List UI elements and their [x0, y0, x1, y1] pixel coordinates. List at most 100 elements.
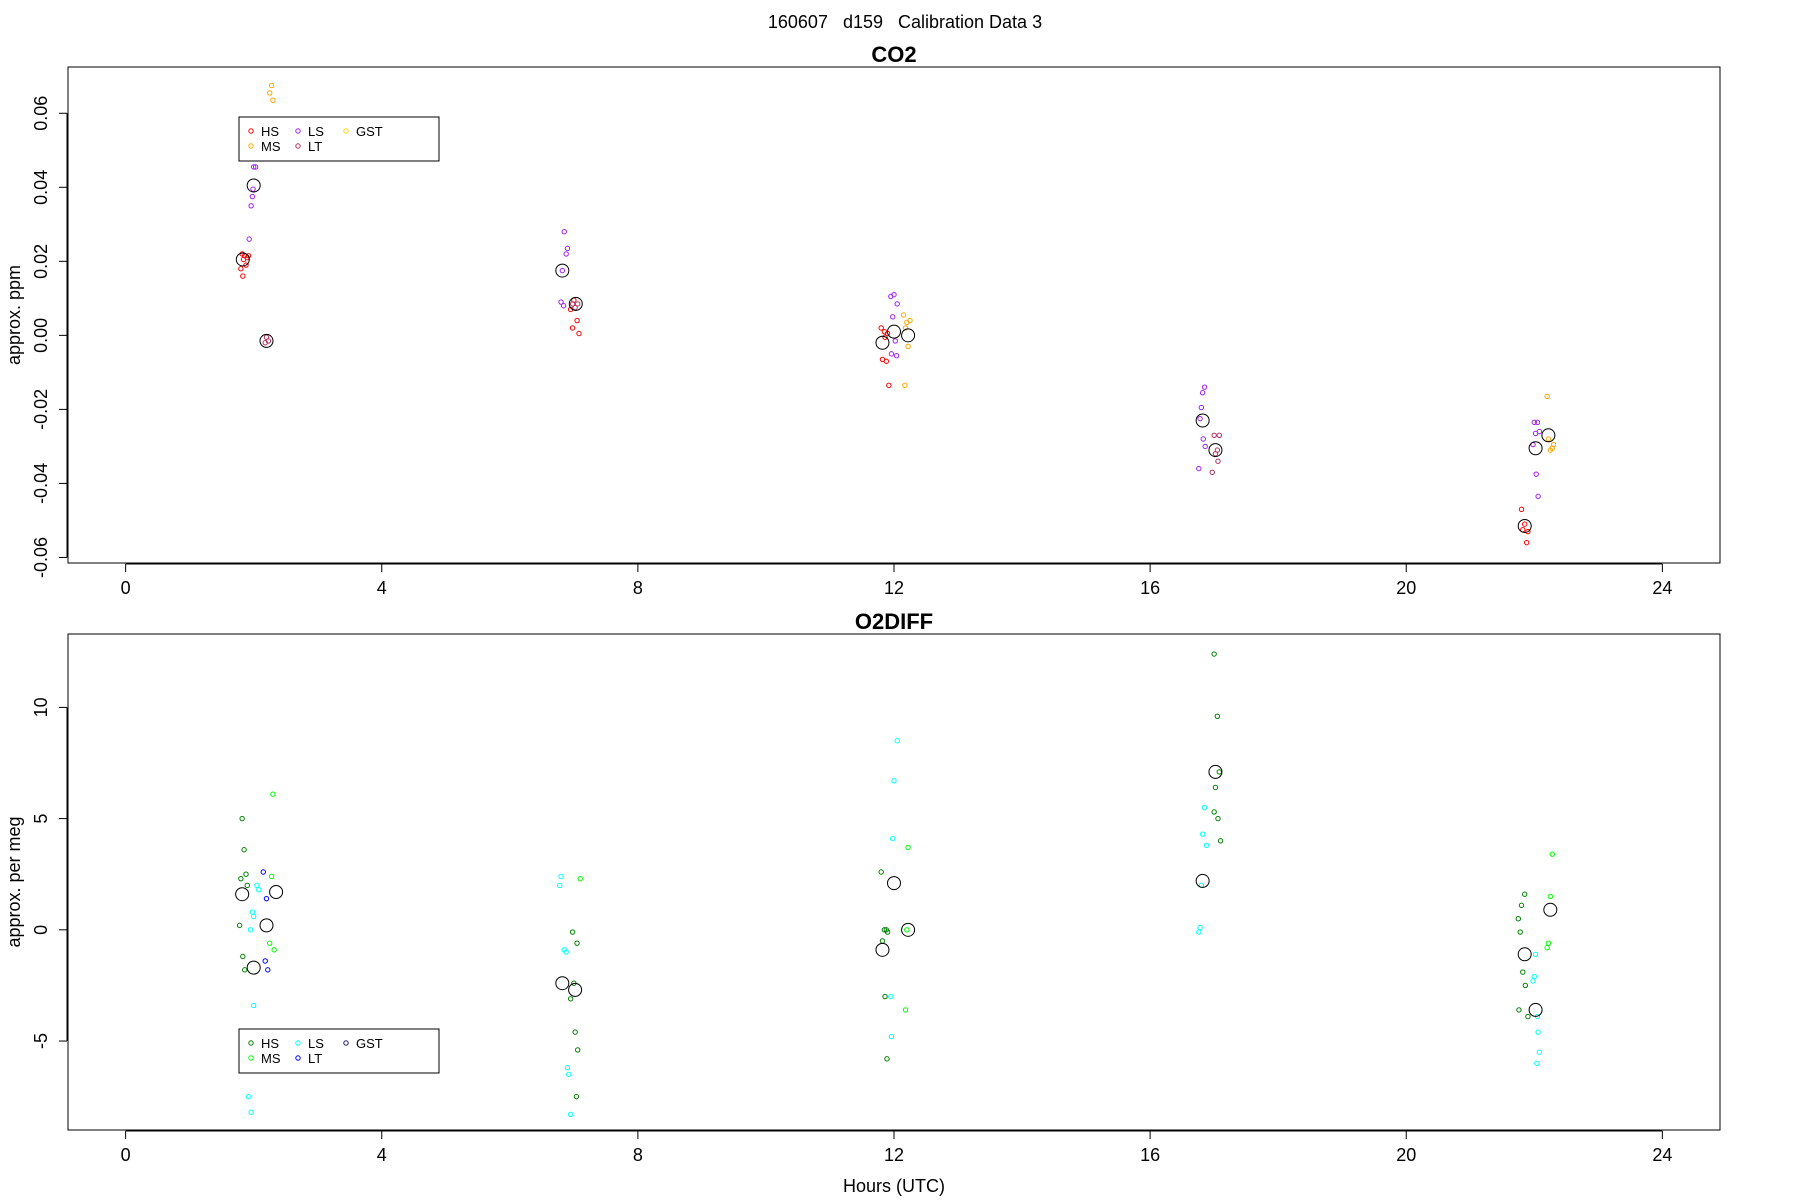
data-point [246, 236, 252, 242]
legend-marker [248, 128, 254, 134]
data-point [1523, 539, 1530, 546]
data-point [250, 913, 257, 920]
data-point [1533, 471, 1539, 477]
data-point [574, 1047, 581, 1053]
mean-point [269, 885, 284, 900]
data-point [1202, 443, 1208, 450]
data-point [894, 738, 900, 744]
x-tick-label: 24 [1652, 1145, 1672, 1165]
mean-point [1543, 902, 1558, 917]
mean-point [246, 178, 261, 193]
legend-box [238, 1028, 440, 1074]
data-point [1196, 465, 1202, 472]
data-point [1534, 1060, 1540, 1066]
mean-point [555, 263, 570, 278]
mean-point [875, 335, 890, 350]
data-point [1525, 528, 1531, 535]
data-point [262, 958, 268, 964]
data-point [882, 993, 888, 1000]
data-point [1522, 982, 1529, 989]
mean-point [1195, 873, 1210, 888]
data-point [558, 873, 564, 880]
x-tick-label: 24 [1652, 578, 1672, 598]
x-tick-label: 0 [121, 1145, 131, 1165]
y-tick-label: -0.04 [31, 463, 51, 504]
series-ms [266, 791, 1555, 1013]
x-tick-label: 16 [1140, 578, 1160, 598]
x-tick-label: 12 [884, 1145, 904, 1165]
data-point [890, 835, 896, 842]
data-point [1545, 436, 1552, 442]
data-point [557, 882, 563, 889]
legend-label: HS [261, 1036, 279, 1051]
mean-point [901, 328, 916, 343]
mean-markers [235, 764, 1558, 1017]
data-point [902, 382, 908, 389]
data-point [250, 186, 256, 192]
data-point [567, 996, 574, 1002]
data-point [882, 334, 888, 340]
series-ls [245, 738, 1543, 1118]
mean-point [1517, 947, 1532, 962]
x-axis-label: Hours (UTC) [843, 1176, 945, 1196]
data-point [569, 301, 576, 307]
y-tick-label: 0.02 [31, 244, 51, 279]
data-point [884, 1056, 890, 1062]
data-point [907, 317, 913, 324]
legend-marker [295, 1055, 301, 1061]
data-point [892, 338, 898, 344]
x-tick-label: 12 [884, 578, 904, 598]
data-point [888, 993, 894, 1000]
data-point [265, 967, 271, 973]
data-point [576, 330, 582, 337]
data-point [577, 875, 583, 882]
mean-point [1528, 441, 1543, 456]
data-point [1201, 384, 1208, 390]
data-point [271, 947, 277, 953]
plot-frame [67, 66, 1721, 564]
data-point [240, 256, 247, 263]
data-point [893, 353, 900, 359]
data-point [563, 949, 569, 955]
data-point [268, 873, 275, 880]
data-point [1530, 978, 1536, 984]
data-point [572, 304, 578, 311]
data-point [1544, 944, 1550, 951]
series-hs [238, 251, 1531, 546]
mean-point [235, 252, 250, 267]
legend-marker [248, 1040, 254, 1046]
data-point [268, 82, 275, 89]
data-point [1518, 902, 1525, 909]
mean-point [901, 922, 916, 937]
x-tick-label: 20 [1396, 1145, 1416, 1165]
data-point [559, 267, 566, 274]
data-point [1216, 769, 1222, 775]
y-tick-label: 0.06 [31, 96, 51, 131]
data-point [883, 358, 890, 364]
data-point [878, 869, 884, 875]
data-point [1211, 432, 1217, 438]
data-point [254, 882, 260, 889]
data-point [1517, 929, 1523, 935]
data-point [1520, 969, 1526, 975]
panel-title: CO2 [871, 42, 916, 67]
mean-point [1541, 428, 1556, 443]
y-tick-label: 0.04 [31, 170, 51, 205]
x-tick-label: 20 [1396, 578, 1416, 598]
data-point [1198, 404, 1205, 411]
y-tick-label: 0.00 [31, 318, 51, 353]
y-tick-label: -5 [31, 1033, 51, 1049]
data-point [1515, 915, 1522, 922]
data-point [242, 967, 248, 973]
legend-label: LT [308, 1051, 322, 1066]
data-point [1525, 1013, 1531, 1020]
data-point [890, 314, 896, 320]
data-point [1209, 469, 1215, 476]
data-point [884, 929, 891, 935]
data-point [1212, 784, 1219, 791]
legend-label: HS [261, 124, 279, 139]
data-point [1216, 432, 1222, 438]
data-point [1534, 419, 1541, 426]
data-point [270, 97, 276, 104]
data-point [566, 1071, 572, 1078]
